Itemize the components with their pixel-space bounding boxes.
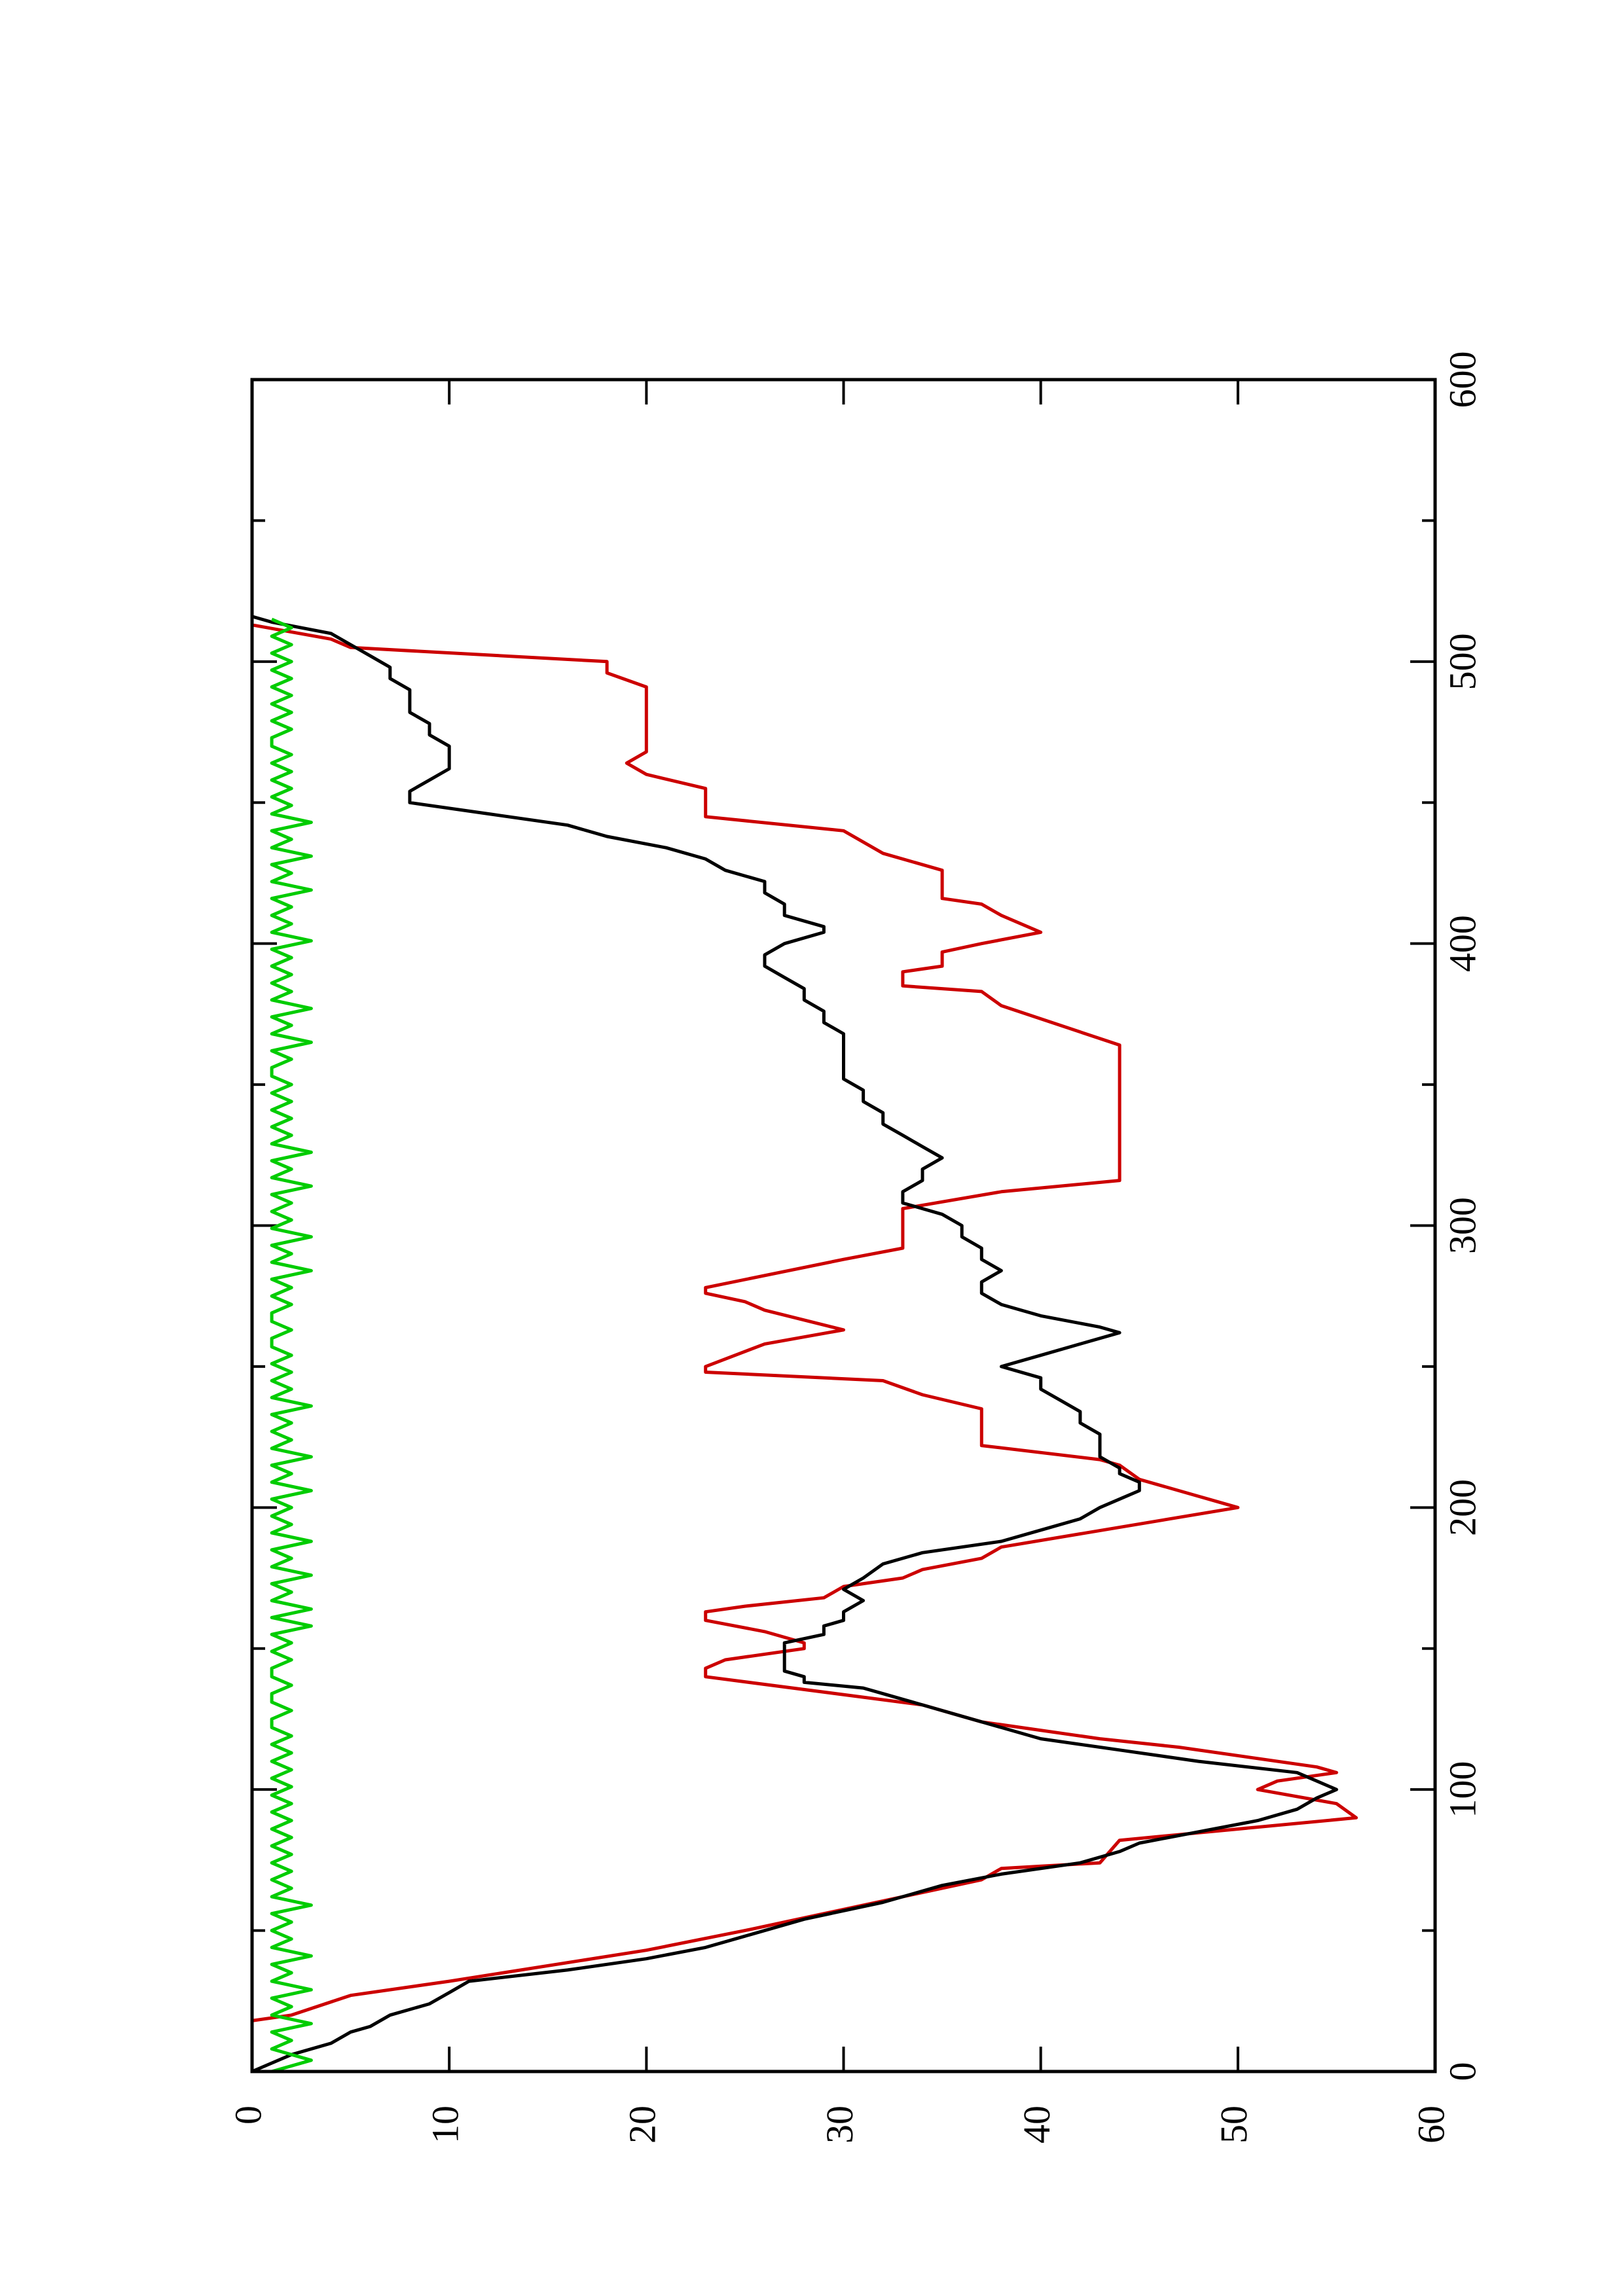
y-tick-label: 50 — [1213, 2106, 1255, 2144]
y-tick-label: 30 — [818, 2106, 861, 2144]
x-tick-label: 300 — [1441, 1197, 1484, 1254]
x-tick-label: 100 — [1441, 1761, 1484, 1818]
y-tick-label: 40 — [1015, 2106, 1058, 2144]
x-tick-label: 500 — [1441, 633, 1484, 690]
series-line-1 — [250, 616, 1358, 2072]
x-tick-label: 0 — [1441, 2062, 1484, 2081]
x-tick-label: 200 — [1441, 1479, 1484, 1536]
chart-series — [250, 615, 1358, 2073]
plot-frame — [250, 378, 1437, 2073]
y-tick-label: 60 — [1410, 2106, 1452, 2144]
axis-ticks — [251, 378, 1436, 2073]
y-tick-label: 10 — [424, 2106, 466, 2144]
tick-labels: 0 100 200 300 400 500 600 0 10 20 30 40 50 60 — [227, 351, 1484, 2144]
y-tick-label: 0 — [227, 2106, 269, 2125]
series-line-2 — [251, 615, 1338, 2073]
x-tick-label: 400 — [1441, 915, 1484, 972]
y-tick-label: 20 — [621, 2106, 664, 2144]
series-line-3 — [270, 617, 313, 2073]
x-tick-label: 600 — [1441, 351, 1484, 408]
